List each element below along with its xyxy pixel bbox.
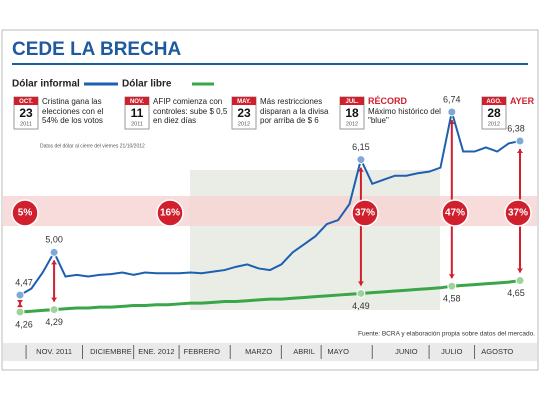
calendar-day: 11	[131, 106, 144, 120]
data-point	[49, 247, 59, 257]
gap-badge	[504, 199, 532, 227]
x-tick-label: DICIEMBRE	[90, 347, 132, 356]
calendar-year: 2012	[488, 121, 500, 127]
gap-label: 37%	[508, 208, 528, 219]
note: Datos del dólar al cierre del viernes 21…	[40, 143, 145, 149]
calendar-month: NOV.	[130, 99, 144, 105]
calendar-top	[232, 97, 256, 105]
x-tick-label: MAYO	[327, 347, 349, 356]
calendar-day: 23	[19, 106, 33, 120]
calendar-month: JUL.	[345, 99, 358, 105]
event: AFIP comienza con controles: sube $ 0,5 …	[153, 97, 231, 126]
event: Más restricciones disparan a la divisa p…	[260, 97, 338, 126]
calendar-day: 18	[345, 106, 359, 120]
event-headline: RÉCORD	[368, 96, 408, 106]
calendar-top	[340, 97, 364, 105]
data-point	[49, 305, 59, 315]
event-text: Más restricciones disparan a la divisa p…	[260, 97, 329, 125]
data-point	[15, 307, 25, 317]
value-label: 6,38	[507, 123, 525, 133]
event: Cristina gana las elecciones con el 54% …	[42, 97, 120, 126]
gap-badge	[11, 199, 39, 227]
event-text: Máximo histórico del "blue"	[368, 106, 441, 126]
source: Fuente: BCRA y elaboración propia sobre …	[358, 331, 535, 338]
value-label: 4,58	[443, 294, 461, 304]
chart-title: CEDE LA BRECHA	[12, 39, 182, 60]
calendar-month: AGO.	[486, 99, 502, 105]
x-tick-label: NOV. 2011	[36, 347, 72, 356]
data-point	[447, 107, 457, 117]
event: AYER	[510, 96, 540, 107]
calendar-year: 2012	[238, 121, 250, 127]
banknote	[190, 170, 440, 310]
x-tick-label: MARZO	[245, 347, 272, 356]
value-label: 4,29	[45, 317, 63, 327]
calendar-month: MAY.	[237, 99, 251, 105]
event-text: AFIP comienza con controles: sube $ 0,5 …	[153, 97, 228, 125]
calendar-year: 2011	[131, 121, 143, 127]
value-label: 4,65	[507, 288, 525, 298]
x-tick-label: ABRIL	[293, 347, 315, 356]
x-tick-label: AGOSTO	[481, 347, 513, 356]
x-tick-label: JULIO	[441, 347, 462, 356]
calendar-top	[14, 97, 38, 105]
legend-label: Dólar libre	[122, 79, 172, 90]
data-point	[447, 281, 457, 291]
gap-badge	[156, 199, 184, 227]
series-line	[19, 111, 521, 296]
event-headline: AYER	[510, 96, 535, 106]
value-label: 4,47	[15, 277, 33, 287]
x-tick-label: JUNIO	[395, 347, 418, 356]
value-label: 6,74	[443, 94, 461, 104]
event: RÉCORD Máximo histórico del "blue"	[368, 96, 446, 126]
data-point	[356, 155, 366, 165]
data-point	[356, 288, 366, 298]
series-line	[19, 279, 521, 314]
calendar-top	[125, 97, 149, 105]
x-tick-label: FEBRERO	[184, 347, 220, 356]
calendar-month: OCT.	[19, 99, 33, 105]
calendar-day: 28	[487, 106, 501, 120]
time-axis	[3, 343, 537, 361]
gap-label: 16%	[160, 208, 180, 219]
calendar-top	[482, 97, 506, 105]
calendar-year: 2011	[20, 121, 32, 127]
calendar-year: 2012	[346, 121, 358, 127]
gap-label: 37%	[355, 208, 375, 219]
arrow-head	[17, 300, 23, 308]
gap-label: 47%	[445, 208, 465, 219]
x-tick-label: ENE. 2012	[138, 347, 174, 356]
value-label: 4,49	[352, 301, 370, 311]
value-label: 5,00	[45, 235, 63, 245]
data-point	[515, 136, 525, 146]
value-label: 4,26	[15, 319, 33, 329]
data-point	[15, 290, 25, 300]
gap-label: 5%	[18, 208, 33, 219]
gap-badge	[351, 199, 379, 227]
calendar-day: 23	[237, 106, 251, 120]
data-point	[515, 276, 525, 286]
value-label: 6,15	[352, 142, 370, 152]
legend-label: Dólar informal	[12, 79, 80, 90]
gap-badge	[441, 199, 469, 227]
event-text: Cristina gana las elecciones con el 54% …	[42, 97, 104, 125]
